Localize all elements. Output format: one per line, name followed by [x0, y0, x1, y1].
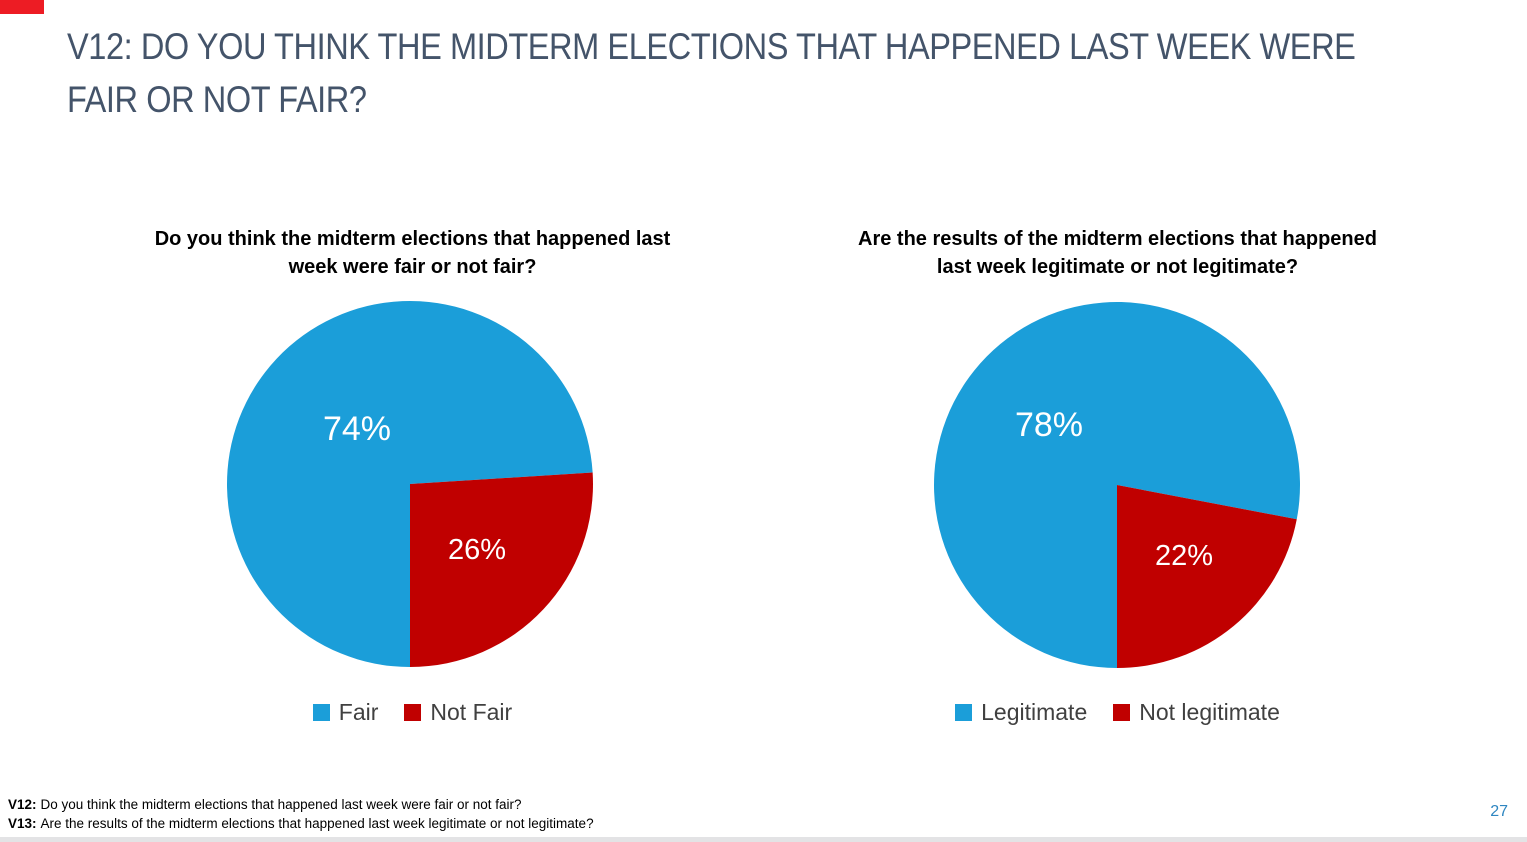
footnote-v13: V13: Are the results of the midterm elect… [8, 814, 594, 833]
pie-label-legitimate: 78% [1014, 406, 1084, 444]
pie-label-not-fair: 26% [447, 534, 507, 566]
chart-panel-fair: Do you think the midterm elections that … [140, 222, 685, 752]
legend-label-fair: Fair [338, 699, 379, 725]
chart-panel-legitimate: Are the results of the midterm elections… [845, 222, 1390, 752]
legend-label-legitimate: Legitimate [981, 699, 1088, 725]
footnote-v12: V12: Do you think the midterm elections t… [8, 795, 594, 814]
pie-label-fair: 74% [322, 410, 392, 448]
slide-title: V12: DO YOU THINK THE MIDTERM ELECTIONS … [67, 26, 1356, 120]
legend-item-not-fair: Not Fair [404, 699, 512, 725]
legend-item-fair: Fair [312, 699, 379, 725]
footnotes: V12: Do you think the midterm elections t… [8, 795, 594, 833]
pie-chart-fair [227, 301, 594, 667]
footnote-v12-text: Do you think the midterm elections that … [40, 797, 522, 812]
legend-swatch-not-fair [404, 703, 422, 721]
pie-slice-legitimate [934, 302, 1301, 668]
legend-label-not-fair: Not Fair [430, 699, 513, 725]
pie-slice-fair [227, 301, 593, 667]
legend-legitimate: Legitimate Not legitimate [845, 699, 1390, 725]
legend-swatch-legitimate [955, 703, 973, 721]
page-number: 27 [1490, 803, 1508, 820]
footnote-v12-prefix: V12: [8, 797, 37, 812]
pie-slice-not-legitimate [1117, 485, 1297, 668]
legend-fair: Fair Not Fair [140, 699, 685, 725]
bottom-bar [0, 837, 1527, 842]
chart-title-legitimate: Are the results of the midterm elections… [858, 228, 1377, 278]
legend-item-not-legitimate: Not legitimate [1113, 699, 1280, 725]
chart-title-fair: Do you think the midterm elections that … [154, 228, 671, 278]
pie-chart-legitimate [934, 302, 1301, 668]
footnote-v13-prefix: V13: [8, 816, 37, 831]
legend-item-legitimate: Legitimate [955, 699, 1087, 725]
pie-label-not-legitimate: 22% [1154, 540, 1214, 572]
legend-swatch-not-legitimate [1113, 703, 1131, 721]
legend-swatch-fair [312, 703, 330, 721]
corner-accent-mark [0, 0, 44, 14]
legend-label-not-legitimate: Not legitimate [1139, 699, 1280, 725]
footnote-v13-text: Are the results of the midterm elections… [40, 816, 594, 831]
pie-slice-not-fair [410, 472, 594, 667]
